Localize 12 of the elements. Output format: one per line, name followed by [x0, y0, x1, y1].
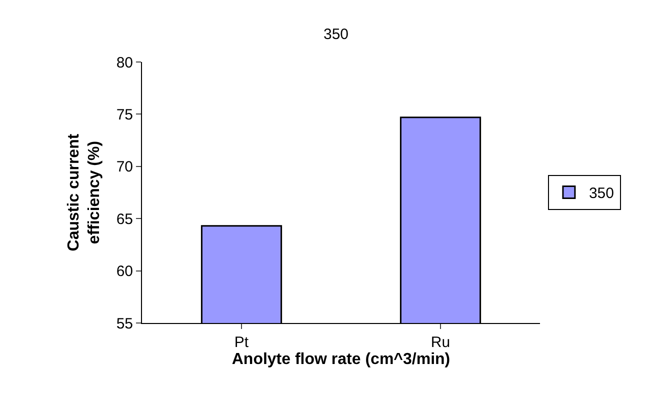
x-axis-title: Anolyte flow rate (cm^3/min) [232, 351, 450, 368]
y-tick-label: 80 [116, 54, 133, 72]
y-axis-title: Caustic current efficiency (%) [65, 133, 104, 252]
chart-title: 350 [323, 26, 349, 43]
legend-label: 350 [588, 185, 614, 202]
y-tick-label: 70 [116, 158, 133, 176]
x-tick-label: Pt [234, 334, 250, 351]
x-tick-label: Ru [430, 334, 450, 351]
y-tick-label: 60 [116, 263, 133, 280]
y-tick-label: 75 [116, 106, 133, 124]
y-tick-label: 55 [116, 315, 133, 332]
y-tick-label: 65 [116, 210, 133, 228]
